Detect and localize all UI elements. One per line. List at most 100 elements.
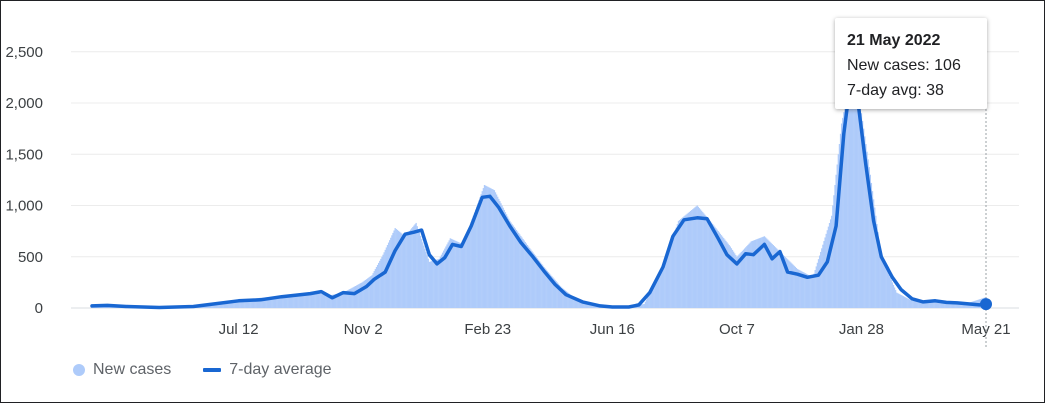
new-cases-bar: [842, 117, 844, 308]
new-cases-bar: [462, 244, 465, 308]
new-cases-bar: [887, 272, 889, 308]
new-cases-bar: [403, 235, 405, 308]
new-cases-bar: [365, 279, 368, 308]
new-cases-bar: [659, 273, 661, 308]
new-cases-bar: [685, 214, 687, 308]
new-cases-bar: [306, 293, 308, 308]
new-cases-bar: [328, 295, 330, 308]
new-cases-bar: [226, 301, 229, 308]
new-cases-bar: [800, 270, 802, 308]
new-cases-bar: [717, 230, 719, 308]
new-cases-bar: [573, 297, 575, 308]
new-cases-bar: [915, 301, 918, 308]
new-cases-bar: [817, 259, 820, 308]
new-cases-bar: [849, 78, 852, 309]
new-cases-bar: [233, 300, 235, 308]
new-cases-bar: [372, 273, 374, 308]
new-cases-bar: [658, 275, 660, 308]
new-cases-bar: [931, 301, 933, 308]
new-cases-bar: [925, 301, 928, 308]
new-cases-bar: [698, 208, 701, 308]
new-cases-bar: [389, 240, 391, 308]
new-cases-bar: [429, 261, 432, 308]
new-cases-bar: [794, 266, 796, 308]
new-cases-bar: [899, 294, 901, 308]
new-cases-bar: [553, 278, 555, 308]
new-cases-bar: [687, 212, 690, 308]
new-cases-bar: [521, 237, 523, 308]
new-cases-bar: [683, 216, 685, 308]
new-cases-bar: [773, 246, 776, 308]
chart-legend: New cases 7-day average: [73, 361, 364, 379]
new-cases-bar: [804, 273, 806, 308]
new-cases-bar: [719, 233, 722, 308]
legend-seven-day-average[interactable]: 7-day average: [203, 361, 332, 379]
new-cases-bar: [254, 298, 256, 308]
new-cases-bar: [696, 205, 698, 308]
new-cases-bar: [314, 292, 316, 308]
tooltip-seven-day-avg: 7-day avg: 38: [847, 82, 944, 99]
new-cases-bar: [589, 303, 591, 308]
new-cases-bar: [922, 301, 924, 308]
new-cases-bar: [810, 276, 812, 308]
new-cases-bar: [468, 228, 470, 308]
new-cases-bar: [439, 256, 442, 308]
new-cases-bar: [875, 215, 877, 308]
new-cases-bar: [653, 284, 655, 308]
new-cases-bar: [663, 263, 665, 308]
new-cases-bar: [932, 302, 934, 308]
new-cases-bar: [581, 301, 584, 308]
new-cases-bar: [293, 294, 295, 308]
new-cases-bar: [515, 229, 518, 308]
new-cases-bar: [771, 243, 773, 308]
new-cases-bar: [568, 293, 571, 308]
new-cases-bar: [369, 276, 371, 308]
new-cases-bar: [575, 298, 577, 308]
new-cases-bar: [825, 233, 827, 308]
new-cases-bar: [402, 234, 404, 308]
new-cases-bar: [546, 270, 548, 308]
new-cases-bar: [430, 261, 433, 308]
new-cases-bar: [441, 252, 444, 308]
new-cases-bar: [465, 238, 467, 308]
new-cases-bar: [554, 279, 556, 308]
new-cases-bar: [896, 292, 898, 308]
new-cases-bar: [494, 192, 497, 308]
new-cases-bar: [926, 301, 929, 308]
new-cases-bar: [322, 294, 325, 308]
new-cases-bar: [246, 299, 249, 308]
new-cases-bar: [548, 273, 551, 308]
new-cases-bar: [878, 240, 880, 308]
new-cases-bar: [872, 199, 875, 308]
new-cases-bar: [363, 280, 365, 308]
new-cases-bar: [752, 240, 755, 308]
new-cases-bar: [591, 304, 594, 308]
new-cases-bar: [557, 283, 559, 308]
new-cases-bar: [955, 303, 957, 308]
new-cases-bar: [686, 213, 688, 308]
new-cases-bar: [525, 243, 528, 308]
new-cases-bar: [455, 240, 457, 308]
new-cases-bar: [533, 253, 535, 308]
new-cases-bar: [951, 303, 953, 308]
new-cases-bar: [309, 293, 311, 308]
new-cases-bar: [318, 293, 320, 308]
new-cases-bar: [379, 260, 381, 308]
new-cases-bar: [235, 300, 238, 308]
new-cases-bar: [929, 301, 931, 308]
new-cases-bar: [580, 301, 583, 308]
new-cases-bar: [762, 236, 765, 308]
new-cases-bar: [828, 222, 831, 308]
new-cases-bar: [644, 301, 647, 308]
legend-new-cases[interactable]: New cases: [73, 361, 171, 379]
new-cases-bar: [812, 277, 814, 308]
new-cases-bar: [913, 300, 916, 308]
new-cases-bar: [642, 304, 644, 308]
new-cases-bar: [720, 235, 723, 308]
new-cases-bar: [536, 258, 539, 308]
new-cases-bar: [831, 215, 833, 308]
x-tick-label: Feb 23: [464, 321, 511, 338]
new-cases-bar: [936, 302, 939, 308]
new-cases-bar: [699, 209, 702, 308]
